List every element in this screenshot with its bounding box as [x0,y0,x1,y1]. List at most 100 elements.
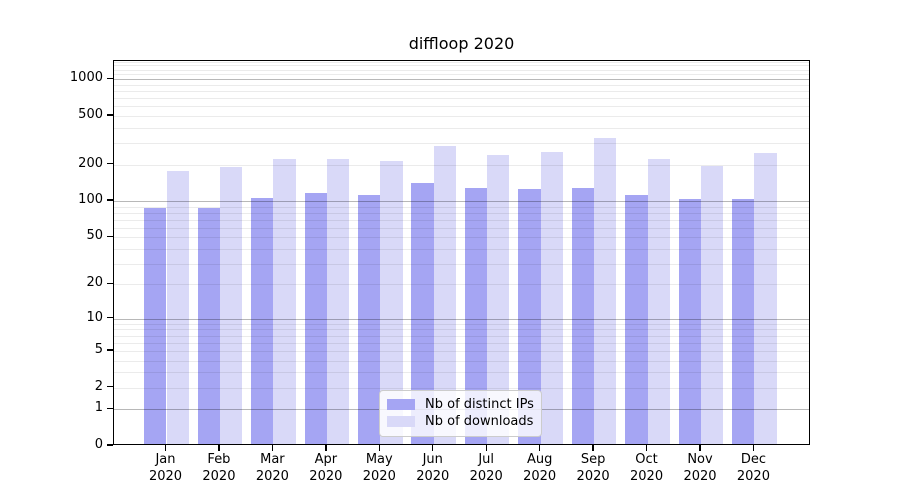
y-axis-tick-label-1: 1 [94,400,103,416]
y-axis-tick-5 [107,349,113,351]
gridline-minor-500 [114,116,809,118]
chart-title: diffloop 2020 [408,34,515,53]
bar-downloads-jan [166,170,189,444]
gridline-minor-800 [114,91,809,93]
x-axis-tick-label-aug: Aug 2020 [523,452,557,484]
x-axis-tick-label-may: May 2020 [362,452,396,484]
bar-distinct-ips-jun [411,183,434,444]
legend: Nb of distinct IPs Nb of downloads [379,390,542,437]
bar-distinct-ips-jul [464,188,488,444]
bar-distinct-ips-may [358,195,381,444]
y-axis-tick-label-1000: 1000 [69,70,103,86]
y-axis-tick-0 [107,444,113,446]
gridline-minor-30 [114,263,809,265]
y-axis-tick-50 [107,235,113,238]
legend-swatch-distinct-ips-icon [387,399,415,410]
y-axis-tick-label-50: 50 [86,228,103,244]
bar-downloads-may [380,161,403,444]
y-axis-tick-label-5: 5 [94,341,103,357]
gridline-minor-70 [114,219,809,221]
x-axis-tick-label-mar: Mar 2020 [255,452,289,484]
grid-layer [114,61,809,444]
x-axis-tick-label-nov: Nov 2020 [683,452,717,484]
y-axis-tick-label-10: 10 [86,309,103,325]
y-axis-tick-label-100: 100 [78,192,103,208]
bar-distinct-ips-sep [571,187,595,444]
x-axis-tick-label-jul: Jul 2020 [469,452,503,484]
x-axis-tick-label-oct: Oct 2020 [630,452,664,484]
bar-distinct-ips-oct [625,195,648,444]
gridline-minor-600 [114,106,809,108]
legend-swatch-downloads-icon [387,416,415,427]
y-axis-tick-200 [107,162,113,165]
bar-distinct-ips-nov [678,199,701,444]
gridline-minor-1300 [114,65,809,67]
bar-downloads-mar [273,158,296,444]
gridline-minor-40 [114,248,809,250]
gridline-minor-1200 [114,69,809,71]
bar-distinct-ips-jan [144,207,167,444]
x-axis-tick-aug [538,445,541,451]
gridline-minor-4 [114,360,809,362]
x-axis-tick-label-apr: Apr 2020 [309,452,343,484]
x-axis-tick-label-sep: Sep 2020 [576,452,610,484]
y-axis-tick-label-20: 20 [86,275,103,291]
x-axis-tick-jun [432,445,434,451]
x-axis-tick-dec [752,445,755,451]
plot-area [113,60,810,445]
bar-downloads-sep [594,138,617,444]
x-axis-tick-sep [592,445,594,451]
gridline-minor-7 [114,335,809,337]
gridline-minor-300 [114,143,809,145]
y-axis-tick-1000 [107,77,113,80]
x-axis-tick-apr [325,445,327,451]
bar-downloads-feb [219,166,243,444]
y-axis-tick-2 [107,385,113,388]
gridline-minor-900 [114,84,809,86]
bar-downloads-jul [487,154,510,444]
bar-distinct-ips-dec [732,199,755,444]
x-axis-tick-label-dec: Dec 2020 [736,452,770,484]
gridline-major-100 [114,201,809,203]
gridline-minor-400 [114,127,809,129]
bar-downloads-jun [433,146,457,444]
gridline-minor-8 [114,329,809,331]
x-axis-tick-label-feb: Feb 2020 [202,452,236,484]
y-axis-tick-label-2: 2 [94,378,103,394]
x-axis-tick-jul [485,445,487,451]
bar-downloads-dec [754,153,777,444]
gridline-minor-80 [114,212,809,214]
gridline-minor-5 [114,350,809,352]
bar-downloads-apr [326,158,350,444]
gridline-major-1000 [114,79,809,81]
gridline-minor-1400 [114,61,809,63]
legend-label-distinct-ips: Nb of distinct IPs [425,397,534,412]
x-axis-tick-label-jun: Jun 2020 [416,452,450,484]
y-axis-tick-label-500: 500 [78,107,103,123]
x-axis-tick-may [378,445,380,451]
bar-distinct-ips-apr [304,193,327,444]
gridline-minor-6 [114,342,809,344]
y-axis-tick-20 [107,282,113,285]
bar-distinct-ips-aug [518,189,541,444]
y-axis-tick-10 [107,317,113,319]
legend-item-distinct-ips: Nb of distinct IPs [387,396,534,413]
gridline-minor-90 [114,206,809,208]
bar-downloads-nov [701,166,724,444]
y-axis-tick-label-200: 200 [78,155,103,171]
bars-layer [114,61,809,444]
bar-distinct-ips-mar [251,198,274,444]
legend-item-downloads: Nb of downloads [387,413,533,430]
bar-downloads-aug [540,152,563,444]
x-axis-tick-feb [218,445,220,451]
legend-label-downloads: Nb of downloads [425,414,534,429]
x-axis-tick-jan [164,445,167,451]
gridline-minor-50 [114,237,809,239]
y-axis-tick-label-0: 0 [94,437,103,452]
y-axis-tick-100 [107,199,113,201]
x-axis-tick-mar [271,445,274,451]
gridline-minor-3 [114,372,809,374]
gridline-minor-9 [114,323,809,325]
y-axis-tick-1 [107,407,113,409]
